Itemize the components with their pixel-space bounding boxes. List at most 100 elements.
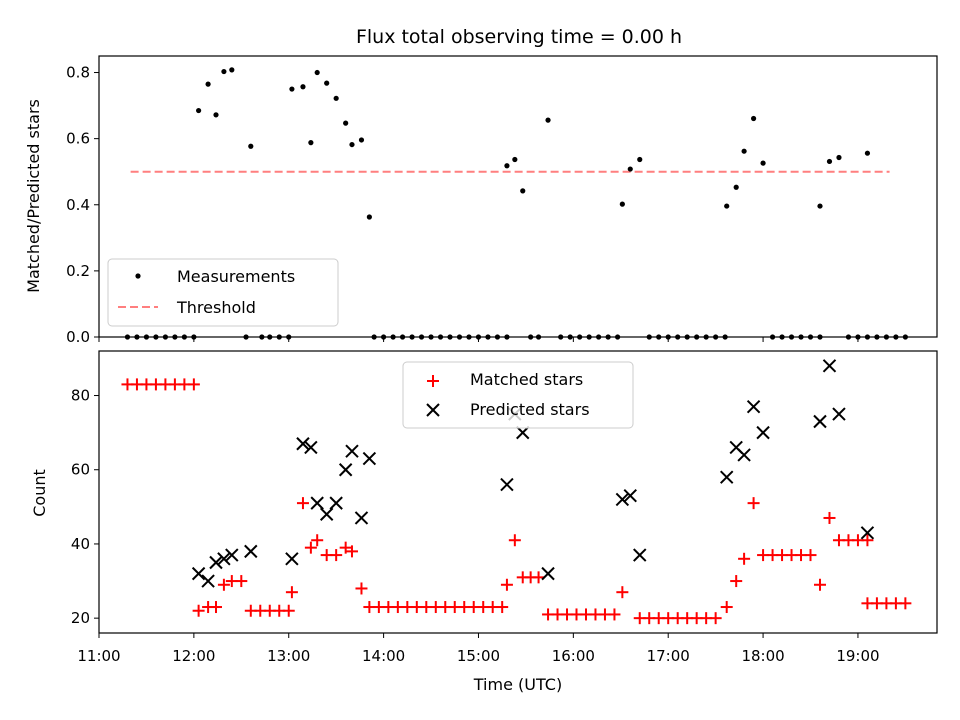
measurement-point — [504, 163, 510, 169]
matched-point — [747, 497, 760, 510]
top-y-tick-label: 0.8 — [66, 64, 90, 82]
measurement-point — [289, 86, 295, 92]
predicted-point — [338, 463, 353, 477]
top-panel: 0.00.20.40.60.8 Matched/Predicted stars … — [24, 55, 938, 346]
top-y-tick-label: 0.0 — [66, 328, 90, 346]
predicted-point — [822, 359, 837, 373]
measurement-point — [836, 154, 842, 161]
matched-point — [345, 545, 358, 558]
matched-point — [608, 608, 621, 621]
bottom-y-axis: 20 40 60 80 — [71, 387, 99, 627]
predicted-point — [191, 566, 206, 581]
matched-point — [217, 578, 230, 591]
measurement-point — [333, 95, 339, 101]
legend-matched-label: Matched stars — [470, 370, 583, 389]
legend-predicted-label: Predicted stars — [470, 400, 590, 419]
matched-point — [813, 578, 826, 591]
predicted-point — [201, 574, 215, 588]
bottom-y-tick-label: 40 — [71, 535, 90, 553]
measurement-point — [760, 160, 766, 166]
measurement-point — [619, 201, 625, 207]
chart-title: Flux total observing time = 0.00 h — [356, 26, 682, 48]
measurement-point — [358, 137, 365, 143]
matched-point — [192, 604, 205, 617]
matched-point — [210, 601, 223, 614]
predicted-point — [516, 425, 530, 440]
measurement-point — [864, 150, 871, 156]
matched-point — [500, 578, 513, 591]
measurement-point — [229, 67, 235, 73]
predicted-point — [500, 477, 514, 492]
measurement-point — [314, 69, 320, 76]
measurement-point — [520, 188, 526, 194]
legend-matched-marker — [427, 375, 439, 387]
bottom-x-axis: 11:00 12:00 13:00 14:00 15:00 16:00 17:00 18:00… — [77, 633, 880, 665]
predicted-point — [217, 552, 231, 566]
matched-point — [709, 612, 722, 625]
bottom-y-axis-label: Count — [30, 469, 49, 517]
matched-point — [616, 586, 629, 599]
top-x-ticks — [98, 337, 859, 342]
matched-point — [496, 601, 509, 614]
measurement-point — [733, 184, 739, 190]
matched-point — [730, 575, 743, 588]
measurement-point — [637, 156, 643, 163]
matched-point — [823, 511, 836, 524]
predicted-point — [319, 507, 334, 521]
measurement-point — [300, 84, 306, 90]
x-tick-label: 11:00 — [77, 647, 120, 665]
matched-point — [339, 541, 352, 554]
measurement-point — [545, 117, 551, 123]
matched-point — [330, 549, 343, 562]
predicted-point — [310, 496, 324, 510]
predicted-point — [720, 470, 734, 484]
x-tick-label: 12:00 — [172, 647, 215, 665]
x-tick-label: 18:00 — [741, 647, 784, 665]
bottom-marks — [121, 359, 912, 625]
predicted-point — [225, 548, 239, 562]
bottom-y-tick-label: 20 — [71, 609, 90, 627]
top-y-tick-label: 0.2 — [66, 262, 90, 280]
x-tick-label: 13:00 — [267, 647, 310, 665]
top-y-tick-label: 0.4 — [66, 196, 90, 214]
predicted-point — [832, 407, 846, 421]
predicted-point — [860, 526, 875, 540]
bottom-y-tick-label: 80 — [71, 387, 90, 405]
matched-point — [720, 601, 733, 614]
measurement-point — [308, 140, 314, 146]
top-plot-frame — [98, 55, 938, 338]
predicted-point — [623, 489, 637, 503]
measurement-point — [324, 80, 330, 86]
x-tick-label: 17:00 — [647, 647, 690, 665]
matched-point — [899, 597, 912, 610]
predicted-point — [756, 425, 770, 440]
x-tick-label: 14:00 — [362, 647, 405, 665]
measurement-point — [205, 81, 211, 87]
matched-point — [532, 571, 545, 584]
predicted-point — [209, 555, 223, 570]
measurement-point — [817, 203, 823, 209]
legend-measurements-marker — [135, 273, 141, 279]
matched-point — [235, 575, 248, 588]
x-tick-label: 16:00 — [552, 647, 595, 665]
x-tick-label: 15:00 — [457, 647, 500, 665]
bottom-plot-frame — [98, 350, 938, 634]
bottom-legend: Matched stars Predicted stars — [402, 361, 634, 429]
matched-point — [861, 534, 874, 547]
predicted-point — [285, 552, 299, 566]
measurement-point — [741, 148, 747, 154]
top-y-tick-label: 0.6 — [66, 130, 90, 148]
matched-point — [282, 604, 295, 617]
x-axis-label: Time (UTC) — [473, 675, 562, 694]
predicted-point — [541, 566, 555, 581]
top-y-axis-label: Matched/Predicted stars — [24, 99, 43, 293]
bottom-y-tick-label: 60 — [71, 461, 90, 479]
predicted-point — [633, 548, 647, 562]
matched-point — [187, 378, 200, 391]
matched-point — [285, 586, 298, 599]
legend-predicted-marker — [426, 403, 440, 417]
predicted-point — [329, 496, 343, 510]
matched-point — [804, 549, 817, 562]
